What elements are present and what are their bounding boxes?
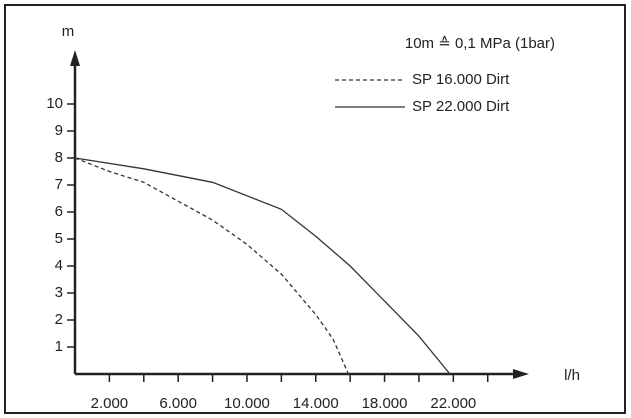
- x-axis-arrow: [513, 369, 529, 379]
- series-line: [74, 157, 451, 375]
- x-tick-label: 18.000: [362, 395, 408, 412]
- legend-label: SP 22.000 Dirt: [412, 98, 510, 115]
- y-tick-label: 10: [46, 95, 63, 112]
- y-tick-label: 8: [55, 149, 63, 166]
- y-axis-arrow: [70, 50, 80, 66]
- y-tick-label: 1: [55, 338, 63, 355]
- y-tick-label: 9: [55, 122, 63, 139]
- x-axis-label: l/h: [564, 367, 580, 384]
- y-tick-label: 4: [55, 257, 63, 274]
- y-tick-label: 6: [55, 203, 63, 220]
- y-tick-label: 5: [55, 230, 63, 247]
- series-line: [74, 157, 350, 375]
- x-tick-label: 6.000: [159, 395, 197, 412]
- y-axis-label: m: [62, 23, 75, 40]
- frame: [4, 4, 626, 414]
- x-tick-label: 2.000: [91, 395, 129, 412]
- y-tick-label: 3: [55, 284, 63, 301]
- x-tick-label: 22.000: [430, 395, 476, 412]
- y-tick-label: 7: [55, 176, 63, 193]
- x-tick-label: 14.000: [293, 395, 339, 412]
- annotation: 10m ≙ 0,1 MPa (1bar): [405, 35, 555, 52]
- y-tick-label: 2: [55, 311, 63, 328]
- x-tick-label: 10.000: [224, 395, 270, 412]
- legend-label: SP 16.000 Dirt: [412, 71, 510, 88]
